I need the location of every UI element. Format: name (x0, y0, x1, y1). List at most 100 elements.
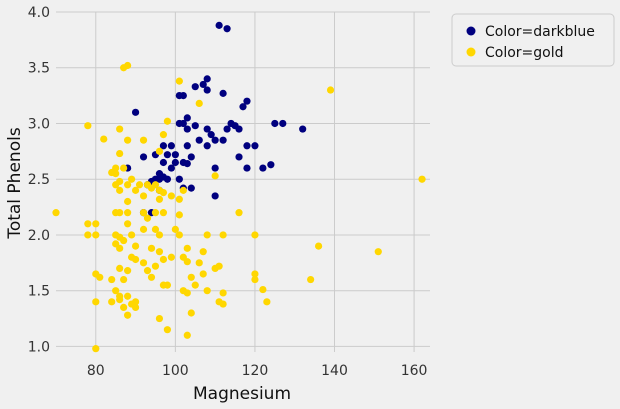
data-point-gold (139, 209, 148, 217)
legend-marker-gold (466, 47, 476, 57)
data-point-darkblue (183, 114, 191, 122)
data-point-gold (124, 136, 132, 144)
data-point-darkblue (219, 89, 227, 97)
data-point-gold (159, 209, 168, 217)
data-point-darkblue (243, 164, 251, 172)
data-point-gold (374, 248, 382, 256)
data-point-gold (418, 175, 426, 183)
data-point-darkblue (159, 142, 168, 150)
data-point-darkblue (171, 151, 179, 159)
data-point-gold (251, 231, 259, 239)
y-tick-label: 2.0 (28, 228, 50, 244)
data-point-gold (92, 270, 100, 278)
y-tick-label: 1.0 (28, 339, 50, 355)
data-point-gold (203, 231, 211, 239)
data-point-gold (92, 231, 100, 239)
data-point-darkblue (159, 158, 168, 167)
data-point-darkblue (211, 164, 219, 172)
data-point-gold (116, 264, 124, 272)
data-point-gold (187, 309, 195, 317)
data-point-gold (116, 186, 124, 194)
tick-labels: 80 100 120 140 160 1.0 1.5 2.0 2.5 3.0 3.5 4.0 (28, 5, 428, 379)
data-point-gold (195, 99, 203, 108)
data-point-gold (219, 231, 227, 239)
data-point-gold (175, 211, 183, 219)
data-point-gold (131, 242, 140, 250)
y-tick-label: 1.5 (28, 284, 50, 300)
data-point-darkblue (175, 175, 183, 183)
data-point-darkblue (183, 142, 191, 150)
data-point-gold (183, 331, 191, 339)
data-point-darkblue (243, 142, 251, 150)
data-point-gold (131, 303, 140, 312)
y-tick-label: 3.0 (28, 116, 50, 132)
data-point-gold (219, 289, 227, 297)
data-point-gold (155, 147, 164, 155)
data-point-gold (155, 231, 164, 239)
data-point-gold (151, 225, 160, 233)
data-point-gold (92, 298, 100, 306)
data-point-darkblue (167, 142, 175, 150)
y-tick-label: 3.5 (28, 61, 50, 77)
data-point-gold (143, 214, 152, 222)
data-point-gold (251, 270, 259, 278)
data-point-gold (124, 220, 132, 228)
data-point-darkblue (219, 136, 227, 144)
x-tick-label: 100 (162, 363, 189, 379)
data-point-gold (259, 285, 267, 294)
data-point-darkblue (251, 142, 259, 150)
data-point-gold (175, 195, 183, 203)
x-tick-label: 160 (401, 363, 428, 379)
data-point-darkblue (195, 136, 203, 144)
data-point-gold (84, 122, 92, 130)
x-axis-label: Magnesium (193, 384, 291, 404)
data-point-darkblue (187, 184, 195, 192)
data-point-gold (143, 267, 152, 275)
data-point-gold (139, 259, 148, 267)
y-tick-label: 4.0 (28, 5, 50, 21)
legend-label-darkblue: Color=darkblue (485, 24, 595, 40)
data-point-gold (84, 220, 92, 228)
data-point-gold (199, 248, 207, 256)
data-point-gold (171, 225, 179, 233)
data-point-gold (147, 244, 156, 252)
data-point-gold (116, 149, 124, 158)
data-point-gold (139, 225, 148, 233)
data-point-gold (116, 125, 124, 133)
data-point-darkblue (215, 21, 223, 29)
data-point-darkblue (131, 108, 140, 116)
data-point-gold (314, 242, 323, 250)
data-point-gold (187, 273, 195, 281)
data-point-gold (120, 236, 128, 245)
data-point-gold (179, 186, 187, 194)
data-point-gold (108, 298, 116, 306)
data-point-darkblue (187, 153, 195, 161)
x-tick-label: 140 (321, 363, 348, 379)
data-point-gold (120, 303, 128, 312)
data-point-gold (116, 209, 124, 217)
data-point-gold (124, 197, 132, 206)
data-point-gold (159, 255, 168, 264)
data-point-gold (116, 296, 124, 304)
data-point-gold (116, 244, 124, 252)
data-point-gold (112, 287, 120, 295)
data-point-darkblue (243, 97, 251, 105)
data-point-darkblue (191, 122, 199, 130)
data-point-darkblue (239, 103, 247, 111)
data-point-darkblue (203, 75, 211, 83)
data-point-gold (108, 275, 116, 284)
y-axis-label: Total Phenols (5, 127, 25, 239)
data-point-darkblue (163, 151, 172, 159)
data-point-gold (131, 186, 140, 194)
data-point-gold (100, 135, 108, 143)
legend-marker-darkblue (466, 26, 476, 36)
data-point-gold (135, 181, 144, 189)
legend: Color=darkblue Color=gold (451, 13, 615, 67)
data-point-darkblue (167, 164, 175, 172)
data-point-gold (155, 248, 164, 256)
data-point-gold (203, 287, 211, 295)
data-point-gold (131, 255, 140, 264)
data-point-gold (84, 231, 92, 239)
data-point-gold (163, 281, 172, 289)
